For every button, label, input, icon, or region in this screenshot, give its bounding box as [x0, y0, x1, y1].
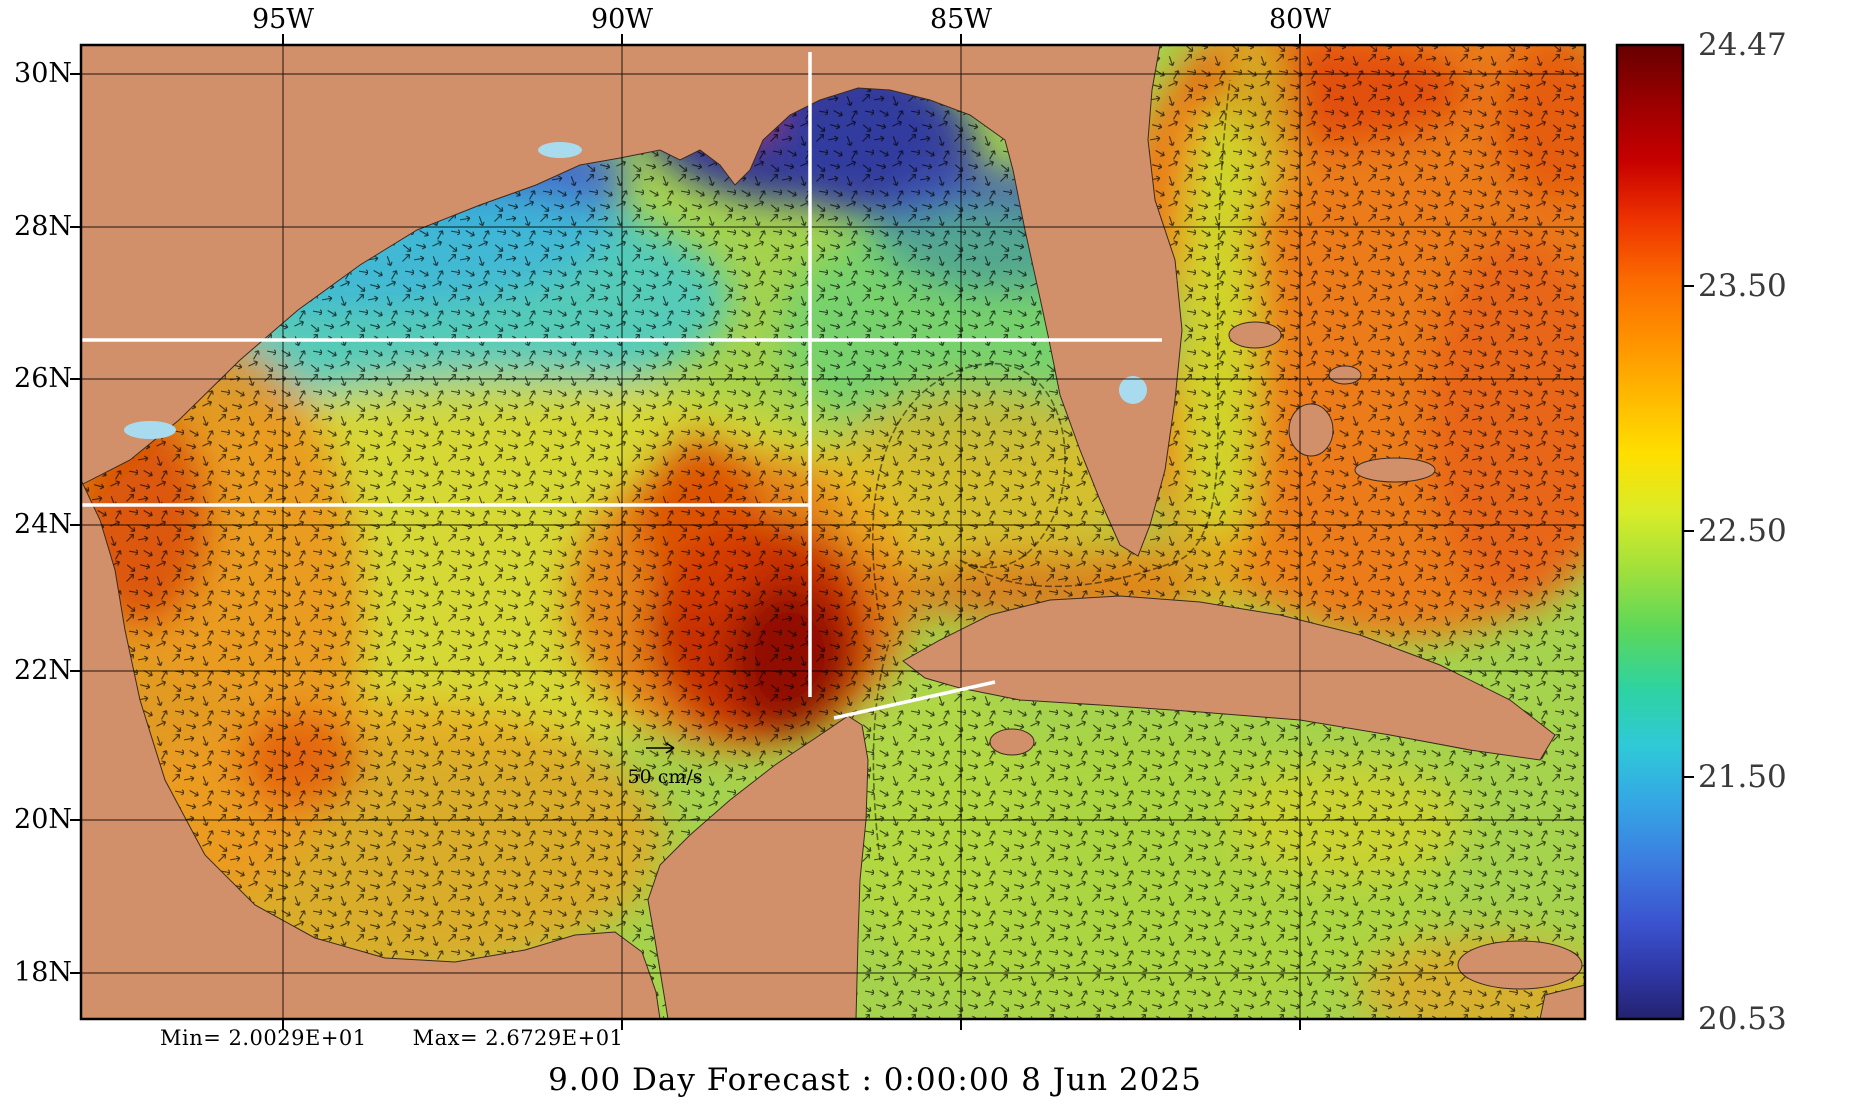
land-yucatan — [647, 715, 869, 1019]
lon-label-95w: 95W — [251, 4, 315, 35]
lat-label-18n: 18N — [14, 957, 72, 988]
colorbar-label-2150: 21.50 — [1698, 759, 1787, 795]
lat-label-28n: 28N — [14, 211, 72, 242]
land-us-florida — [81, 45, 1183, 557]
land-layer — [81, 45, 1585, 1019]
land-mexico — [81, 479, 661, 1019]
coastal-lagoon-1 — [124, 421, 176, 439]
lat-label-30n: 30N — [14, 58, 72, 89]
land-bahamas-4 — [1328, 365, 1362, 385]
lat-label-26n: 26N — [14, 363, 72, 394]
figure-title: 9.00 Day Forecast : 0:00:00 8 Jun 2025 — [548, 1062, 1202, 1098]
lon-label-90w: 90W — [590, 4, 654, 35]
lon-label-80w: 80W — [1268, 4, 1332, 35]
streamline-accents — [872, 79, 1231, 861]
colorbar-ticks — [1683, 285, 1694, 778]
field-min-max-readout: Min= 2.0029E+01 Max= 2.6729E+01 — [160, 1026, 669, 1050]
lat-label-24n: 24N — [14, 509, 72, 540]
land-se-corner — [1539, 984, 1585, 1019]
land-isla-juventud — [989, 728, 1035, 756]
vector-scale-arrow — [646, 742, 675, 754]
white-track-lines — [81, 52, 1162, 720]
land-bahamas-3 — [1354, 457, 1436, 483]
colorbar-label-2350: 23.50 — [1698, 268, 1787, 304]
land-bahamas-2 — [1288, 403, 1334, 457]
plot-border — [79, 43, 1587, 1021]
land-bahamas-1 — [1228, 321, 1282, 349]
colorbar-label-min: 20.53 — [1698, 1001, 1787, 1037]
field-max-value: Max= 2.6729E+01 — [412, 1026, 624, 1050]
grid-layer — [81, 45, 1585, 1019]
land-jamaica — [1457, 940, 1583, 990]
coastal-lagoon-2 — [538, 142, 582, 158]
colorbar-label-2250: 22.50 — [1698, 513, 1787, 549]
axis-ticks — [70, 34, 1301, 1030]
colorbar-label-max: 24.47 — [1698, 27, 1787, 63]
lake-okeechobee — [1119, 376, 1147, 404]
lon-label-85w: 85W — [929, 4, 993, 35]
colorbar — [1615, 43, 1694, 1021]
land-cuba — [902, 595, 1556, 761]
vector-scale-label: 50 cm/s — [627, 766, 703, 788]
field-min-value: Min= 2.0029E+01 — [160, 1026, 367, 1050]
lat-label-22n: 22N — [14, 655, 72, 686]
lat-label-20n: 20N — [14, 804, 72, 835]
